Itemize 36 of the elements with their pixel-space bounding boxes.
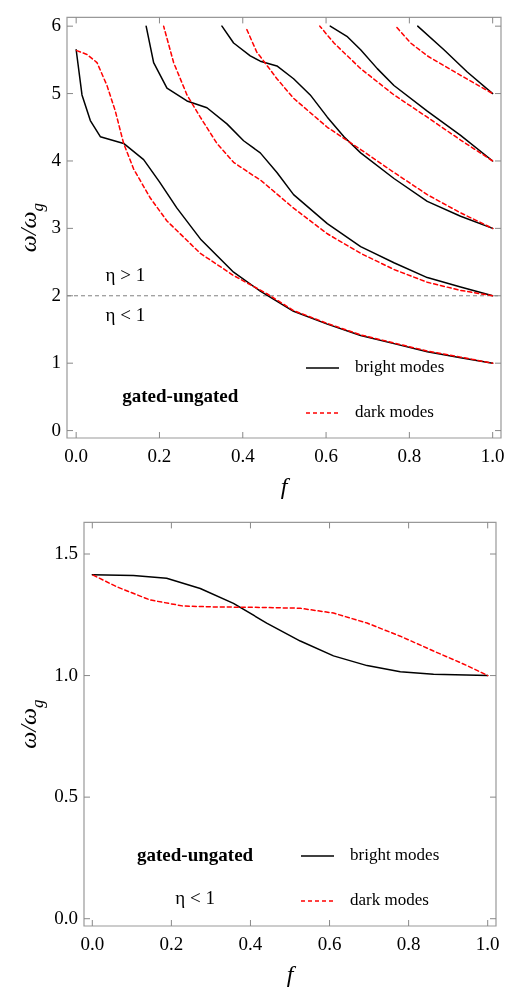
- x-tick-label: 0.2: [159, 933, 184, 955]
- annotation: η > 1: [105, 263, 146, 285]
- annotation: gated-ungated: [137, 844, 254, 866]
- x-tick-label: 1.0: [475, 933, 500, 955]
- legend-label: bright modes: [350, 845, 440, 865]
- y-axis-title: ω/ωg: [15, 203, 48, 253]
- annotation: η < 1: [105, 303, 146, 325]
- annotation: η < 1: [175, 887, 215, 909]
- y-axis-title: ω/ωg: [15, 699, 48, 749]
- y-tick-label: 4: [51, 148, 62, 170]
- x-axis-title: f: [286, 961, 297, 987]
- legend-label: dark modes: [355, 402, 434, 422]
- y-tick-label: 3: [51, 216, 61, 238]
- y-tick-label: 1.5: [54, 541, 78, 563]
- y-tick-label: 0.5: [54, 785, 78, 807]
- legend-label: bright modes: [355, 357, 445, 377]
- x-tick-label: 0.0: [80, 933, 105, 955]
- x-tick-label: 0.4: [230, 445, 256, 467]
- y-tick-label: 1: [51, 351, 61, 373]
- x-tick-label: 0.8: [396, 933, 421, 955]
- y-tick-label: 0.0: [54, 906, 78, 928]
- x-tick-label: 0.2: [147, 445, 172, 467]
- y-tick-label: 5: [51, 81, 61, 103]
- x-tick-label: 0.6: [317, 933, 342, 955]
- x-tick-label: 1.0: [480, 445, 505, 467]
- x-axis-title: f: [280, 473, 291, 499]
- legend-label: dark modes: [350, 890, 429, 910]
- x-tick-label: 0.4: [238, 933, 263, 955]
- y-tick-label: 6: [51, 14, 61, 36]
- x-tick-label: 0.8: [397, 445, 422, 467]
- y-tick-label: 2: [51, 283, 61, 305]
- x-tick-label: 0.6: [314, 445, 338, 467]
- y-tick-label: 0: [51, 418, 61, 440]
- annotation: gated-ungated: [122, 384, 239, 406]
- line-series: [394, 25, 494, 95]
- y-tick-label: 1.0: [54, 663, 78, 685]
